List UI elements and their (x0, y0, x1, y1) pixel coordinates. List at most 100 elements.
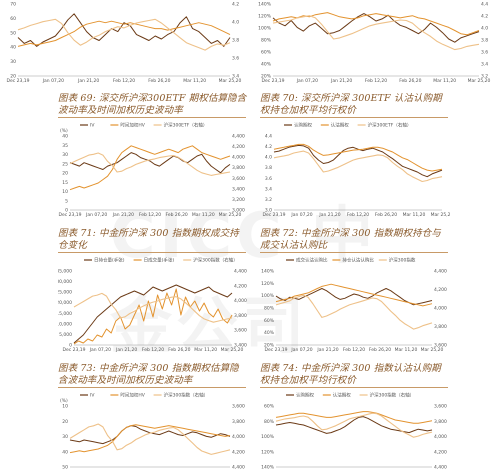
series-line-dark (275, 288, 433, 306)
c75-chart: 50 40 30 20 10 4,400 4,200 4,000 3,800 3,600 (%) IV… (60, 392, 245, 469)
series-line-light (73, 292, 233, 323)
y-tick-label: 15,000 (58, 311, 72, 317)
x-tick-label: Dec 23,19 (264, 347, 287, 353)
y-tick-label: 60% (264, 404, 275, 410)
x-tick-label: Feb 26,20 (375, 212, 397, 218)
x-tick-label: Mar 11,20 (433, 78, 456, 84)
x-tick-label: Feb 12,20 (365, 78, 387, 84)
x-tick-label: Feb 26,20 (369, 347, 391, 353)
c73-panel: 0 5,000 10,000 15,000 20,000 25,000 30,000 35,0… (58, 255, 248, 357)
divider-2a (58, 252, 246, 253)
y2-tick-label: 4,000 (232, 434, 245, 440)
y2-tick-label: 3,800 (232, 165, 245, 171)
series-line-dark (73, 284, 233, 344)
y-tick-label: 20 (62, 419, 68, 425)
legend-label: 成交认沽认购比 (296, 257, 328, 264)
y-tick-label: 5,000 (59, 332, 72, 338)
series-line-dark (275, 416, 433, 434)
series-line-orange (17, 20, 231, 47)
x-tick-label: Jan 07,20 (290, 212, 312, 218)
x-tick-label: Mar 25,20 (221, 347, 244, 353)
legend-label: 时间加权HV (120, 122, 145, 129)
legend-label: 沪深300指数（右轴） (370, 392, 415, 399)
x-tick-label: Feb 12,20 (347, 212, 369, 218)
legend-label: 沪深300指数（右轴） (193, 257, 238, 264)
y2-tick-label: 3.6 (481, 50, 488, 56)
y2-tick-label: 4,200 (232, 144, 245, 150)
x-tick-label: Mar 11,20 (194, 347, 217, 353)
x-tick-label: Jan 21,20 (330, 78, 352, 84)
x-tick-label: Dec 23,19 (261, 78, 284, 84)
x-tick-label: Mar 11,20 (403, 212, 426, 218)
legend-label: IV (90, 393, 95, 399)
y2-tick-label: 3,800 (234, 313, 247, 319)
x-tick-label: Mar 25,20 (219, 212, 242, 218)
x-tick-label: Mar 25,20 (468, 78, 491, 84)
y-tick-label: 25 (62, 161, 68, 167)
divider-2b (260, 252, 448, 253)
y-tick-label: 15 (62, 180, 68, 186)
caption-c72: 图表 72: 中金所沪深 300 指数期权持仓与成交认沽认购比 (260, 228, 441, 251)
y-tick-label: 30 (10, 59, 16, 65)
y2-tick-label: 4,400 (234, 269, 247, 275)
y-tick-label: 30 (62, 152, 68, 158)
y2-tick-label: 4,200 (434, 287, 447, 293)
legend-label: 沪深300指数（右轴） (164, 392, 209, 399)
y2-tick-label: 3,400 (232, 186, 245, 192)
x-tick-label: Jan 21,20 (77, 78, 99, 84)
y2-tick-label: 4.2 (232, 2, 239, 8)
x-tick-label: Feb 26,20 (148, 78, 170, 84)
x-tick-label: Mar 25,20 (421, 347, 444, 353)
y2-tick-label: 3,800 (434, 419, 447, 425)
x-tick-label: Mar 25,20 (431, 212, 450, 218)
x-tick-label: Jan 07,20 (85, 212, 107, 218)
y2-tick-label: 4,400 (232, 134, 245, 140)
y-tick-label: 20% (264, 343, 275, 349)
c70-chart: 20% 40% 60% 80% 100% 120% 140% 3.2 3.4 3.6 3.8 4.0 4… (258, 2, 491, 85)
series-line-dark (17, 13, 231, 47)
y2-tick-label: 4,200 (232, 449, 245, 455)
c76-panel: 140% 120% 100% 80% 60% 4,400 4,200 4,000 3,800 3,… (260, 390, 450, 469)
y-tick-label: 3.0 (265, 208, 272, 214)
y2-tick-label: 3,800 (232, 419, 245, 425)
x-tick-label: Jan 07,20 (42, 78, 64, 84)
c74-panel: 20% 40% 60% 80% 100% 120% 140% 3,600 3,800 4,000 4… (260, 255, 450, 357)
c69-panel: 20 30 40 50 60 70 3.4 3.6 3.8 4.0 4.2 Dec 23,19 Jan … (0, 0, 248, 92)
series-line-orange (69, 424, 231, 454)
caption-c71: 图表 71: 中金所沪深 300 指数期权成交持仓变化 (58, 228, 239, 251)
y2-tick-label: 4,000 (434, 306, 447, 312)
y-tick-label: 35,000 (58, 269, 72, 275)
c73-chart: 0 5,000 10,000 15,000 20,000 25,000 30,000 35,0… (58, 257, 247, 354)
legend-label: 时间加权HV (120, 392, 145, 399)
y2-tick-label: 4.0 (232, 20, 239, 26)
y-tick-label: 20,000 (58, 300, 72, 306)
series-line-dark (272, 13, 480, 43)
y-tick-label: 50 (10, 30, 16, 36)
series-line-light (69, 423, 231, 455)
x-tick-label: Mar 11,20 (183, 78, 206, 84)
divider-1a (58, 117, 246, 118)
x-tick-label: Jan 07,20 (89, 347, 111, 353)
series-line-light (17, 18, 231, 51)
y-tick-label: 10 (62, 189, 68, 195)
y-tick-label: 3.6 (265, 176, 272, 182)
x-tick-label: Feb 26,20 (166, 212, 188, 218)
y2-tick-label: 3,600 (232, 404, 245, 410)
c76-chart: 140% 120% 100% 80% 60% 4,400 4,200 4,000 3,800 3,… (261, 392, 447, 469)
y2-tick-label: 4.4 (481, 2, 488, 8)
y-tick-label: 40 (10, 45, 16, 51)
c72-panel: 3.0 3.2 3.4 3.6 3.8 4.0 4.2 4.4 Dec 23,19 Jan 07,… (260, 120, 450, 222)
legend-label: 沪深300ETF（右轴） (368, 122, 412, 129)
y2-tick-label: 3.4 (232, 74, 239, 80)
y-tick-label: 30 (62, 434, 68, 440)
c70-panel: 20% 40% 60% 80% 100% 120% 140% 3.2 3.4 3.6 3.8 4.0 4… (251, 0, 499, 92)
y-tick-label: 25,000 (58, 290, 72, 296)
y2-tick-label: 3,600 (434, 404, 447, 410)
c71-chart: 0 5 10 15 20 25 30 35 40 3,000 3,200 3,400 3,600 3,80… (58, 122, 245, 219)
y-tick-label: 5 (65, 198, 68, 204)
series-line-light (275, 294, 433, 330)
divider-3b (260, 387, 448, 388)
y2-tick-label: 3.4 (481, 62, 488, 68)
y-tick-label: 140% (261, 269, 275, 275)
y-tick-label: 0 (69, 343, 72, 349)
